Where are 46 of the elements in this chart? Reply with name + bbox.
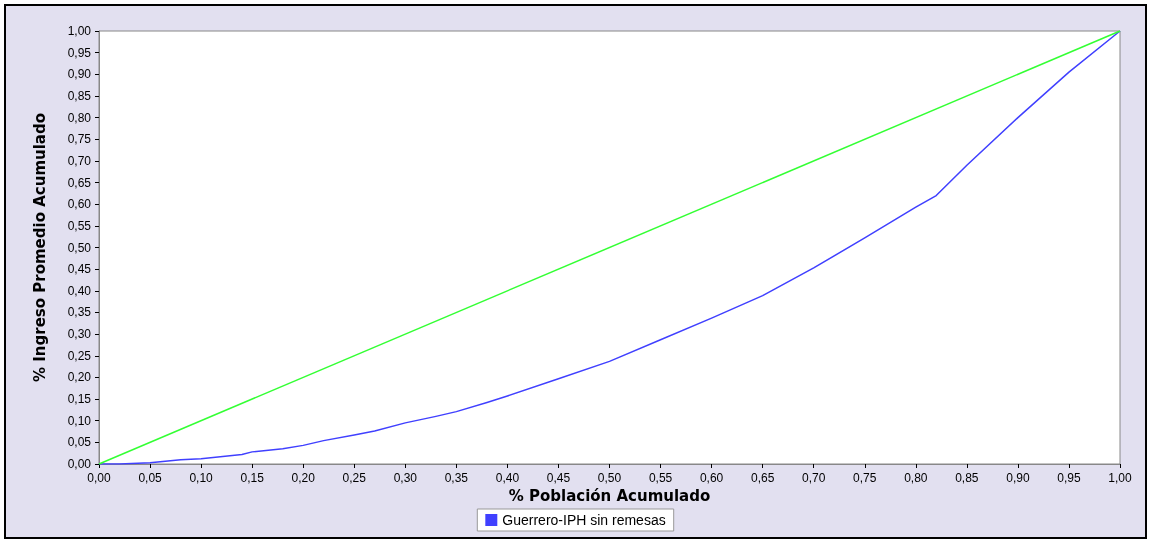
y-tick-label: 0,55 <box>67 218 92 233</box>
x-tick-label: 1,00 <box>1108 471 1132 485</box>
y-tick-label: 0,25 <box>67 348 92 363</box>
y-tick-label: 1,00 <box>67 24 92 38</box>
x-tick-label: 0,60 <box>699 471 724 485</box>
x-tick-label: 0,90 <box>1006 471 1030 485</box>
x-tick-label: 0,00 <box>87 471 111 485</box>
x-tick-label: 0,65 <box>750 471 775 485</box>
y-tick-label: 0,15 <box>67 392 92 407</box>
y-tick-label: 0,00 <box>67 457 92 471</box>
y-tick-label: 0,10 <box>67 413 92 428</box>
line-series <box>98 30 1121 465</box>
y-tick-label: 0,85 <box>67 88 92 103</box>
x-tick-label: 0,40 <box>495 471 520 485</box>
y-tick-label: 0,45 <box>67 262 92 277</box>
x-tick-label: 0,20 <box>291 471 316 485</box>
y-tick-label: 0,70 <box>67 153 92 168</box>
y-tick-label: 0,60 <box>67 197 92 212</box>
x-tick-label: 0,35 <box>444 471 469 485</box>
y-tick-label: 0,35 <box>67 305 92 320</box>
y-tick-label: 0,30 <box>67 327 92 342</box>
x-tick-label: 0,50 <box>597 471 622 485</box>
y-tick-label: 0,75 <box>67 132 92 147</box>
x-tick-label: 0,10 <box>189 471 214 485</box>
x-tick-label: 0,30 <box>393 471 418 485</box>
y-tick-label: 0,80 <box>67 110 92 125</box>
y-tick-label: 0,50 <box>67 240 92 255</box>
x-tick-label: 0,75 <box>853 471 877 485</box>
x-tick-label: 0,85 <box>955 471 979 485</box>
x-tick-label: 0,95 <box>1057 471 1081 485</box>
x-axis-title: % Población Acumulado <box>508 487 711 506</box>
legend-label: Guerrero-IPH sin remesas <box>502 512 666 528</box>
x-tick-label: 0,05 <box>138 471 163 485</box>
x-tick-label: 0,45 <box>546 471 571 485</box>
y-tick-label: 0,65 <box>67 175 92 190</box>
x-tick-label: 0,80 <box>904 471 928 485</box>
x-tick-label: 0,15 <box>240 471 265 485</box>
x-tick-label: 0,25 <box>342 471 367 485</box>
y-tick-label: 0,40 <box>67 283 92 298</box>
y-tick-label: 0,05 <box>67 435 92 450</box>
y-axis-title: % Ingreso Promedio Acumulado <box>30 113 49 382</box>
x-tick-label: 0,70 <box>802 471 826 485</box>
y-tick-label: 0,90 <box>67 67 92 82</box>
x-tick-label: 0,55 <box>648 471 673 485</box>
y-tick-label: 0,95 <box>67 45 92 60</box>
y-tick-label: 0,20 <box>67 370 92 385</box>
